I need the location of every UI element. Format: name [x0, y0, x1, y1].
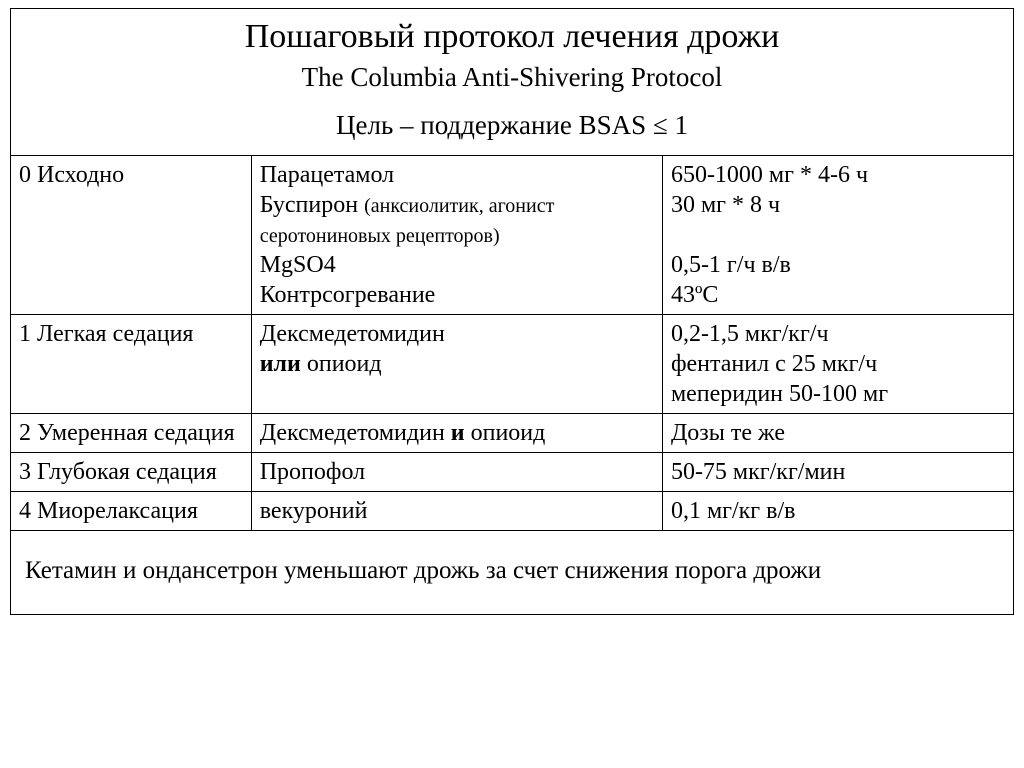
footer-cell: Кетамин и ондансетрон уменьшают дрожь за… — [11, 530, 1014, 614]
step-cell: 2 Умеренная седация — [11, 413, 252, 452]
step-cell: 1 Легкая седация — [11, 314, 252, 413]
dose-cell: 650-1000 мг * 4-6 ч30 мг * 8 ч 0,5-1 г/ч… — [662, 155, 1013, 314]
title-en: The Columbia Anti-Shivering Protocol — [19, 60, 1005, 95]
dose-cell: Дозы те же — [662, 413, 1013, 452]
dose-cell: 50-75 мкг/кг/мин — [662, 452, 1013, 491]
step-cell: 0 Исходно — [11, 155, 252, 314]
header-row: Пошаговый протокол лечения дрожи The Col… — [11, 9, 1014, 156]
table-row: 0 Исходно ПарацетамолБуспирон (анксиолит… — [11, 155, 1014, 314]
drug-cell: ПарацетамолБуспирон (анксиолитик, агонис… — [251, 155, 662, 314]
step-cell: 4 Миорелаксация — [11, 491, 252, 530]
protocol-table: Пошаговый протокол лечения дрожи The Col… — [10, 8, 1014, 615]
step-cell: 3 Глубокая седация — [11, 452, 252, 491]
drug-cell: Дексмедетомидинили опиоид — [251, 314, 662, 413]
footer-row: Кетамин и ондансетрон уменьшают дрожь за… — [11, 530, 1014, 614]
drug-cell: Пропофол — [251, 452, 662, 491]
table-row: 1 Легкая седация Дексмедетомидинили опио… — [11, 314, 1014, 413]
drug-cell: Дексмедетомидин и опиоид — [251, 413, 662, 452]
dose-cell: 0,1 мг/кг в/в — [662, 491, 1013, 530]
table-row: 4 Миорелаксация векуроний 0,1 мг/кг в/в — [11, 491, 1014, 530]
title-goal: Цель – поддержание BSAS ≤ 1 — [19, 109, 1005, 143]
dose-cell: 0,2-1,5 мкг/кг/чфентанил с 25 мкг/чмепер… — [662, 314, 1013, 413]
header-cell: Пошаговый протокол лечения дрожи The Col… — [11, 9, 1014, 156]
title-ru: Пошаговый протокол лечения дрожи — [19, 17, 1005, 58]
drug-cell: векуроний — [251, 491, 662, 530]
table-row: 2 Умеренная седация Дексмедетомидин и оп… — [11, 413, 1014, 452]
table-row: 3 Глубокая седация Пропофол 50-75 мкг/кг… — [11, 452, 1014, 491]
